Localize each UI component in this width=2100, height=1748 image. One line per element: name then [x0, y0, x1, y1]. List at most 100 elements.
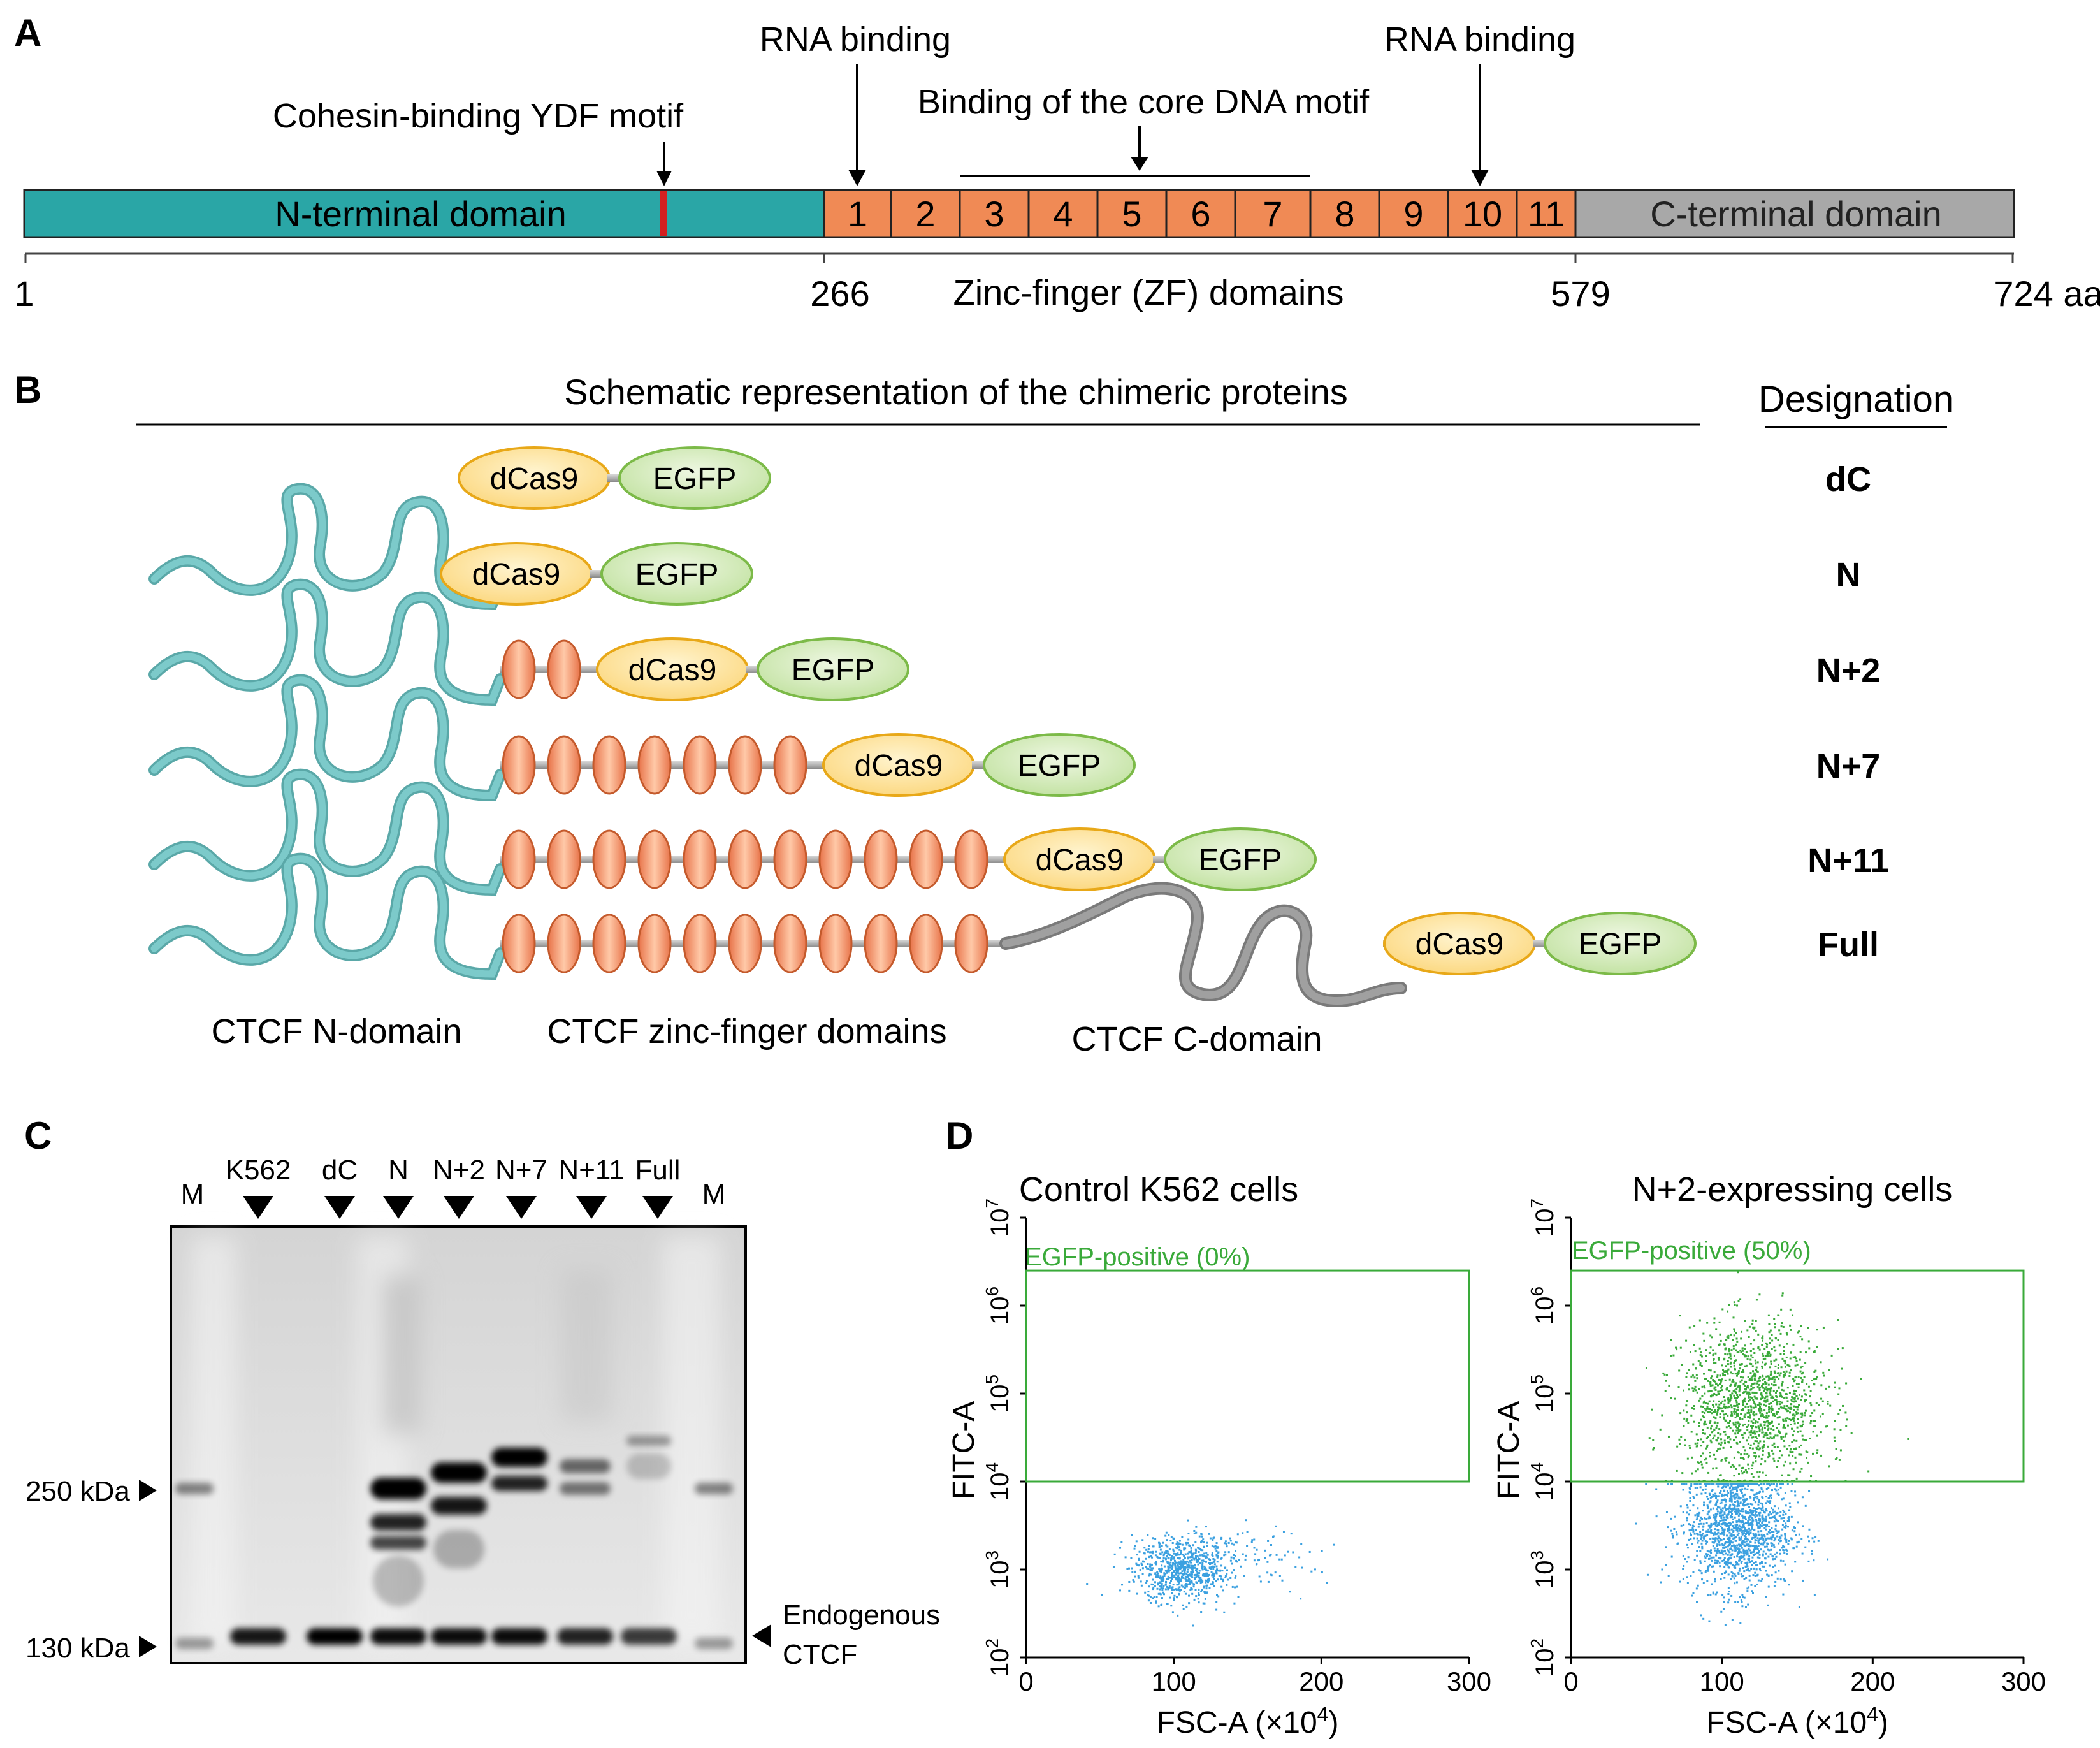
- data-point: [1704, 1378, 1706, 1380]
- data-point: [1222, 1580, 1225, 1583]
- data-point: [1670, 1339, 1672, 1341]
- data-point: [1652, 1439, 1655, 1441]
- data-point: [1744, 1385, 1746, 1387]
- data-point: [1770, 1542, 1772, 1545]
- dcas9-label: dCas9: [490, 462, 579, 496]
- data-point: [1799, 1453, 1802, 1456]
- data-point: [1148, 1555, 1151, 1558]
- data-point: [1136, 1554, 1138, 1556]
- data-point: [1713, 1570, 1715, 1573]
- data-point: [1770, 1377, 1772, 1380]
- data-point: [1792, 1468, 1795, 1471]
- data-point: [1765, 1395, 1767, 1398]
- data-point: [1141, 1564, 1143, 1566]
- data-point: [1754, 1452, 1756, 1454]
- data-point: [1703, 1422, 1705, 1425]
- data-point: [1748, 1355, 1750, 1358]
- data-point: [1730, 1333, 1732, 1336]
- data-point: [1185, 1578, 1188, 1581]
- data-point: [1759, 1570, 1762, 1572]
- data-point: [1792, 1434, 1794, 1437]
- data-point: [1760, 1394, 1763, 1396]
- data-point: [1815, 1402, 1818, 1404]
- data-point: [1686, 1511, 1688, 1514]
- data-point: [1715, 1552, 1718, 1555]
- data-point: [1685, 1376, 1688, 1378]
- data-point: [1211, 1544, 1213, 1547]
- data-point: [1735, 1496, 1737, 1499]
- data-point: [1698, 1319, 1701, 1322]
- data-point: [1814, 1424, 1816, 1427]
- data-point: [1236, 1585, 1238, 1588]
- data-point: [1770, 1513, 1772, 1515]
- data-point: [1254, 1553, 1257, 1555]
- data-point: [1772, 1384, 1775, 1387]
- data-point: [1180, 1549, 1182, 1552]
- data-point: [1757, 1540, 1760, 1543]
- data-point: [1215, 1580, 1217, 1582]
- data-point: [1805, 1351, 1807, 1354]
- data-point: [1193, 1558, 1196, 1561]
- data-point: [1714, 1388, 1717, 1391]
- data-point: [1702, 1415, 1704, 1418]
- data-point: [1720, 1610, 1723, 1613]
- egfp-domain: [1164, 827, 1317, 891]
- data-point: [1705, 1457, 1707, 1460]
- data-point: [1735, 1486, 1737, 1489]
- data-point: [1735, 1540, 1737, 1542]
- data-point: [1699, 1550, 1702, 1552]
- data-point: [1751, 1510, 1754, 1512]
- data-point: [1794, 1561, 1797, 1563]
- data-point: [1779, 1432, 1781, 1434]
- data-point: [1170, 1577, 1173, 1579]
- data-point: [1715, 1497, 1718, 1499]
- data-point: [1790, 1329, 1792, 1331]
- data-point: [1765, 1570, 1767, 1572]
- data-point: [1150, 1583, 1153, 1585]
- data-point: [1161, 1589, 1164, 1591]
- data-point: [1186, 1576, 1189, 1578]
- data-point: [1744, 1320, 1746, 1322]
- data-point: [1175, 1553, 1177, 1555]
- data-point: [1769, 1537, 1771, 1540]
- designation-header: Designation: [1758, 379, 1953, 420]
- data-point: [1672, 1536, 1674, 1539]
- data-point: [1734, 1432, 1737, 1435]
- data-point: [1732, 1347, 1735, 1350]
- data-point: [1756, 1552, 1759, 1554]
- data-point: [1759, 1524, 1762, 1526]
- marker-label-250: 250 kDa: [25, 1476, 130, 1507]
- data-point: [1194, 1573, 1197, 1576]
- data-point: [1781, 1401, 1783, 1404]
- data-point: [1217, 1551, 1220, 1554]
- data-point: [1711, 1431, 1714, 1433]
- designation-N+2: N+2: [1816, 652, 1881, 690]
- data-point: [1184, 1547, 1187, 1550]
- data-point: [1698, 1425, 1700, 1427]
- data-point: [1683, 1389, 1685, 1392]
- data-point: [1725, 1480, 1727, 1482]
- data-point: [1744, 1348, 1746, 1350]
- data-point: [1736, 1394, 1739, 1397]
- data-point: [1728, 1591, 1730, 1593]
- data-point: [1695, 1601, 1698, 1603]
- data-point: [1710, 1522, 1713, 1525]
- zf-number-2: 2: [915, 194, 935, 234]
- data-point: [1734, 1575, 1737, 1577]
- data-point: [1798, 1404, 1800, 1406]
- data-point: [1711, 1556, 1713, 1559]
- data-point: [1748, 1431, 1751, 1434]
- data-point: [1714, 1580, 1716, 1583]
- data-point: [1755, 1483, 1757, 1485]
- data-point: [1197, 1547, 1199, 1549]
- data-point: [1744, 1504, 1746, 1506]
- data-point: [1697, 1541, 1699, 1544]
- data-point: [1707, 1483, 1710, 1485]
- data-point: [1782, 1548, 1785, 1551]
- data-point: [1743, 1541, 1746, 1544]
- data-point: [1717, 1478, 1720, 1481]
- data-point: [1267, 1580, 1270, 1583]
- data-point: [1734, 1504, 1736, 1507]
- data-point: [1713, 1534, 1715, 1536]
- data-point: [1743, 1570, 1746, 1573]
